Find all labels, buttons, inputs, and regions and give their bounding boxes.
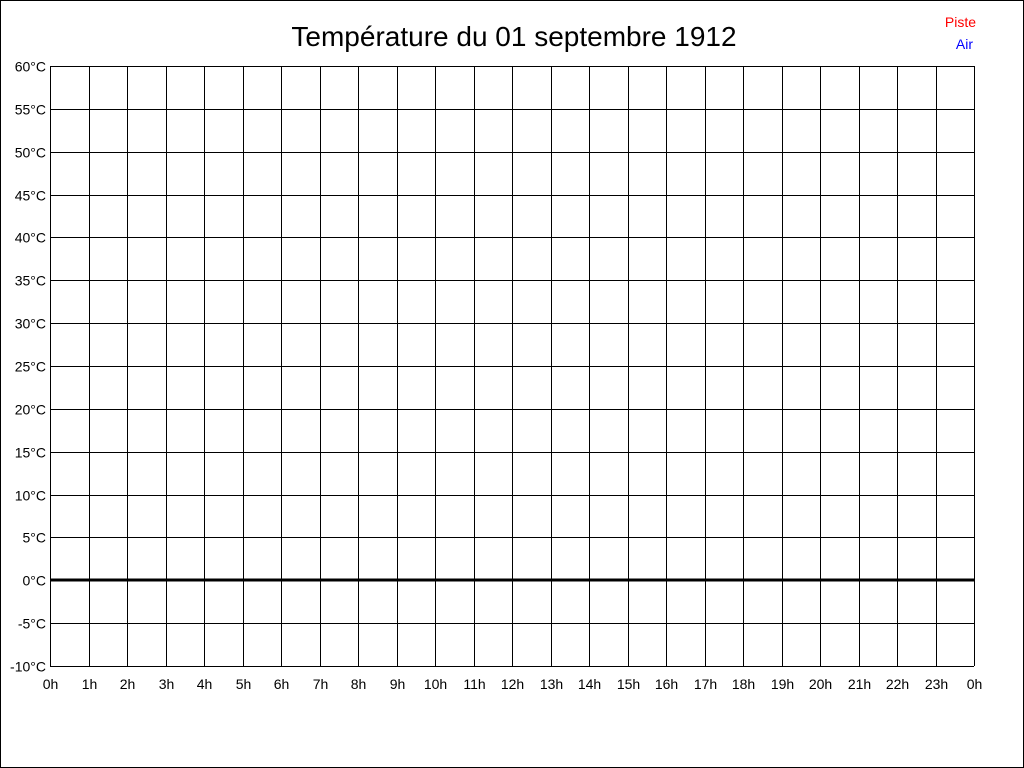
y-tick-label: 5°C (23, 530, 47, 546)
y-tick-label: 60°C (15, 59, 46, 75)
y-tick-label: -10°C (10, 659, 46, 675)
y-tick-label: 50°C (15, 145, 46, 161)
x-tick-label: 1h (82, 676, 98, 692)
y-tick-label: 35°C (15, 273, 46, 289)
x-tick-label: 14h (578, 676, 601, 692)
y-tick-label: 45°C (15, 188, 46, 204)
chart-title: Température du 01 septembre 1912 (291, 21, 736, 52)
x-tick-label: 6h (274, 676, 290, 692)
x-tick-label: 15h (617, 676, 640, 692)
x-tick-label: 16h (655, 676, 678, 692)
x-tick-label: 11h (463, 676, 485, 692)
x-tick-label: 4h (197, 676, 213, 692)
x-tick-label: 5h (236, 676, 252, 692)
x-tick-label: 20h (809, 676, 832, 692)
y-tick-label: 0°C (23, 573, 47, 589)
x-tick-label: 18h (732, 676, 755, 692)
legend-piste: Piste (945, 14, 976, 30)
y-tick-label: -5°C (18, 616, 46, 632)
x-tick-label: 3h (159, 676, 175, 692)
x-tick-label: 0h (967, 676, 983, 692)
x-tick-label: 23h (925, 676, 948, 692)
x-tick-label: 0h (43, 676, 59, 692)
x-tick-label: 8h (351, 676, 367, 692)
y-tick-label: 15°C (15, 445, 46, 461)
x-tick-label: 9h (390, 676, 406, 692)
x-tick-label: 13h (540, 676, 563, 692)
x-tick-label: 2h (120, 676, 136, 692)
x-tick-label: 19h (771, 676, 794, 692)
x-tick-label: 12h (501, 676, 524, 692)
y-tick-label: 40°C (15, 230, 46, 246)
legend-air: Air (956, 36, 973, 52)
x-tick-label: 21h (848, 676, 871, 692)
x-tick-label: 10h (424, 676, 447, 692)
y-tick-label: 25°C (15, 359, 46, 375)
x-tick-label: 22h (886, 676, 909, 692)
y-tick-label: 55°C (15, 102, 46, 118)
y-tick-label: 30°C (15, 316, 46, 332)
x-tick-label: 7h (313, 676, 329, 692)
y-tick-label: 10°C (15, 488, 46, 504)
x-tick-label: 17h (694, 676, 717, 692)
y-tick-label: 20°C (15, 402, 46, 418)
